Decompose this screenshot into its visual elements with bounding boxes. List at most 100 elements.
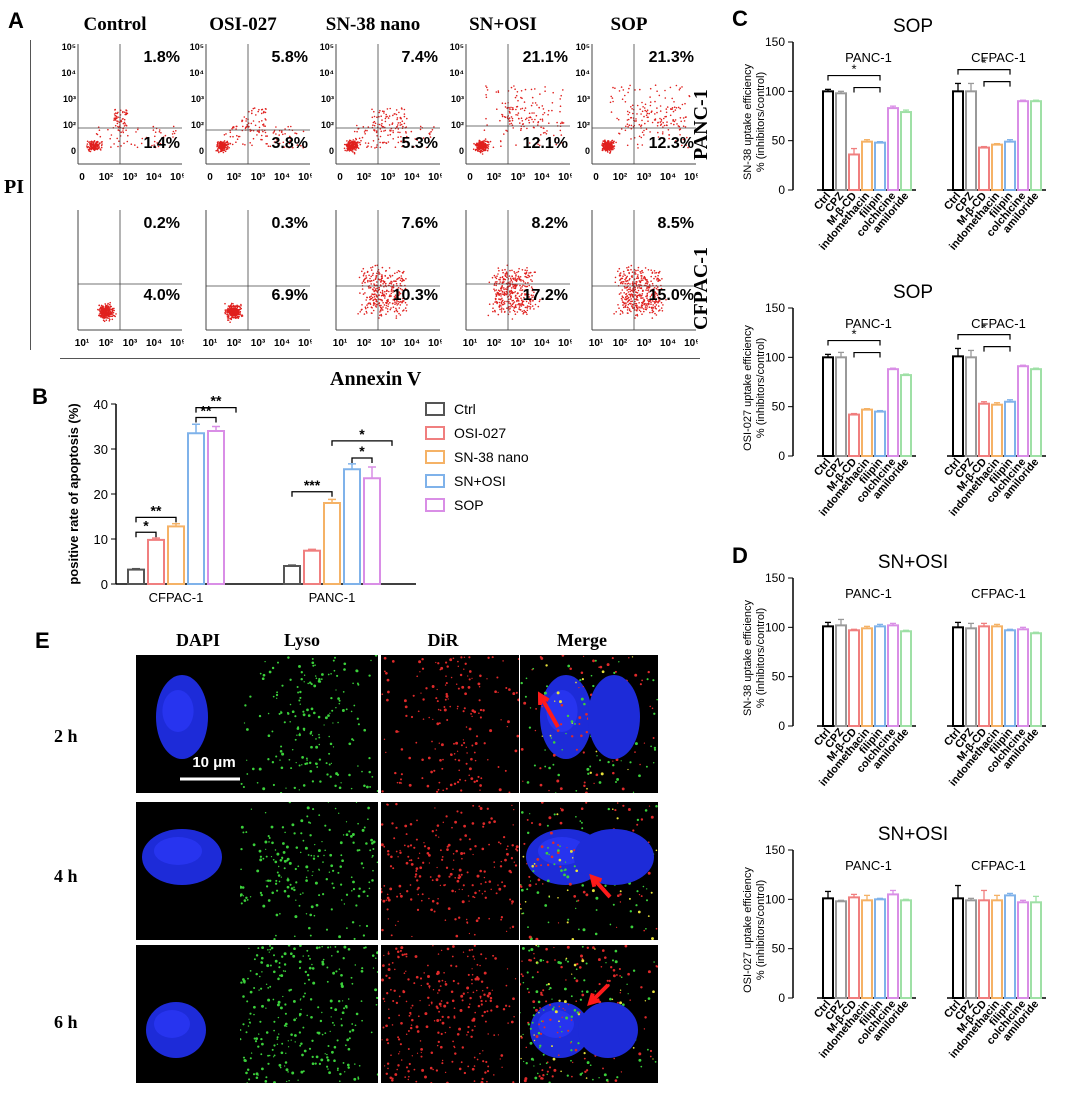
event-dot (662, 304, 664, 306)
speckle (575, 748, 578, 751)
event-dot (88, 150, 91, 152)
event-dot (250, 122, 253, 125)
speckle (299, 703, 301, 705)
event-dot (108, 307, 110, 310)
event-dot (641, 290, 644, 292)
event-dot (624, 287, 626, 289)
event-dot (647, 299, 649, 301)
speckle (503, 884, 506, 888)
speckle (345, 708, 348, 711)
bar (887, 107, 899, 191)
bar (900, 374, 912, 457)
event-dot (520, 278, 522, 281)
event-dot (396, 124, 399, 126)
event-dot (367, 145, 369, 147)
event-dot (499, 304, 501, 306)
event-dot (288, 142, 291, 145)
event-dot (646, 278, 648, 281)
event-dot (387, 277, 390, 279)
speckle (312, 808, 315, 811)
event-dot (264, 111, 267, 114)
speckle (367, 818, 369, 821)
event-dot (265, 119, 267, 121)
event-dot (96, 143, 98, 146)
event-dot (390, 307, 392, 309)
event-dot (486, 124, 488, 126)
event-dot (364, 306, 367, 308)
event-dot (382, 309, 384, 311)
event-dot (362, 267, 365, 270)
event-dot (496, 293, 499, 295)
speckle (352, 841, 355, 844)
event-dot (510, 106, 512, 109)
speckle (307, 854, 310, 856)
speckle (381, 888, 383, 890)
speckle (279, 759, 281, 761)
speckle (243, 899, 247, 902)
event-dot (515, 278, 517, 281)
event-dot (654, 113, 656, 115)
event-dot (508, 300, 510, 303)
event-dot (621, 289, 624, 291)
event-dot (107, 315, 110, 317)
event-dot (397, 294, 400, 297)
event-dot (659, 279, 661, 282)
event-dot (394, 301, 396, 303)
event-dot (395, 282, 398, 285)
speckle (371, 879, 374, 882)
event-dot (501, 115, 504, 118)
event-dot (516, 278, 519, 280)
event-dot (634, 286, 636, 289)
bar (1030, 100, 1042, 191)
event-dot (630, 305, 633, 307)
speckle (632, 791, 635, 793)
speckle (265, 855, 268, 858)
event-dot (509, 281, 511, 283)
event-dot (674, 119, 677, 121)
event-dot (116, 122, 119, 125)
speckle (262, 857, 265, 860)
speckle (294, 867, 297, 871)
event-dot (117, 125, 119, 128)
event-dot (116, 137, 118, 140)
speckle (475, 919, 479, 923)
event-dot (400, 275, 403, 277)
event-dot (679, 87, 681, 89)
speckle (464, 834, 467, 837)
event-dot (506, 276, 508, 278)
speckle (287, 877, 289, 879)
event-dot (111, 308, 114, 311)
micrograph-lyso (240, 655, 378, 793)
event-dot (639, 307, 641, 309)
event-dot (235, 128, 237, 130)
speckle (431, 740, 433, 743)
event-dot (626, 110, 629, 113)
event-dot (387, 303, 390, 305)
event-dot (635, 281, 637, 283)
event-dot (379, 109, 381, 112)
event-dot (284, 133, 286, 135)
speckle (289, 703, 292, 706)
speckle (468, 767, 472, 771)
event-dot (651, 298, 653, 301)
event-dot (488, 143, 490, 146)
speckle (405, 861, 409, 865)
speckle (500, 860, 503, 863)
event-dot (494, 290, 496, 292)
speckle (479, 784, 482, 787)
event-dot (619, 279, 621, 281)
event-dot (95, 133, 98, 135)
event-dot (655, 314, 658, 316)
speckle (318, 743, 321, 746)
event-dot (524, 306, 527, 309)
event-dot (379, 273, 381, 275)
event-dot (654, 84, 657, 86)
event-dot (534, 303, 537, 306)
event-dot (353, 130, 356, 133)
event-dot (134, 144, 136, 146)
event-dot (102, 316, 104, 319)
speckle (288, 861, 292, 865)
speckle (412, 694, 415, 697)
event-dot (374, 305, 377, 307)
